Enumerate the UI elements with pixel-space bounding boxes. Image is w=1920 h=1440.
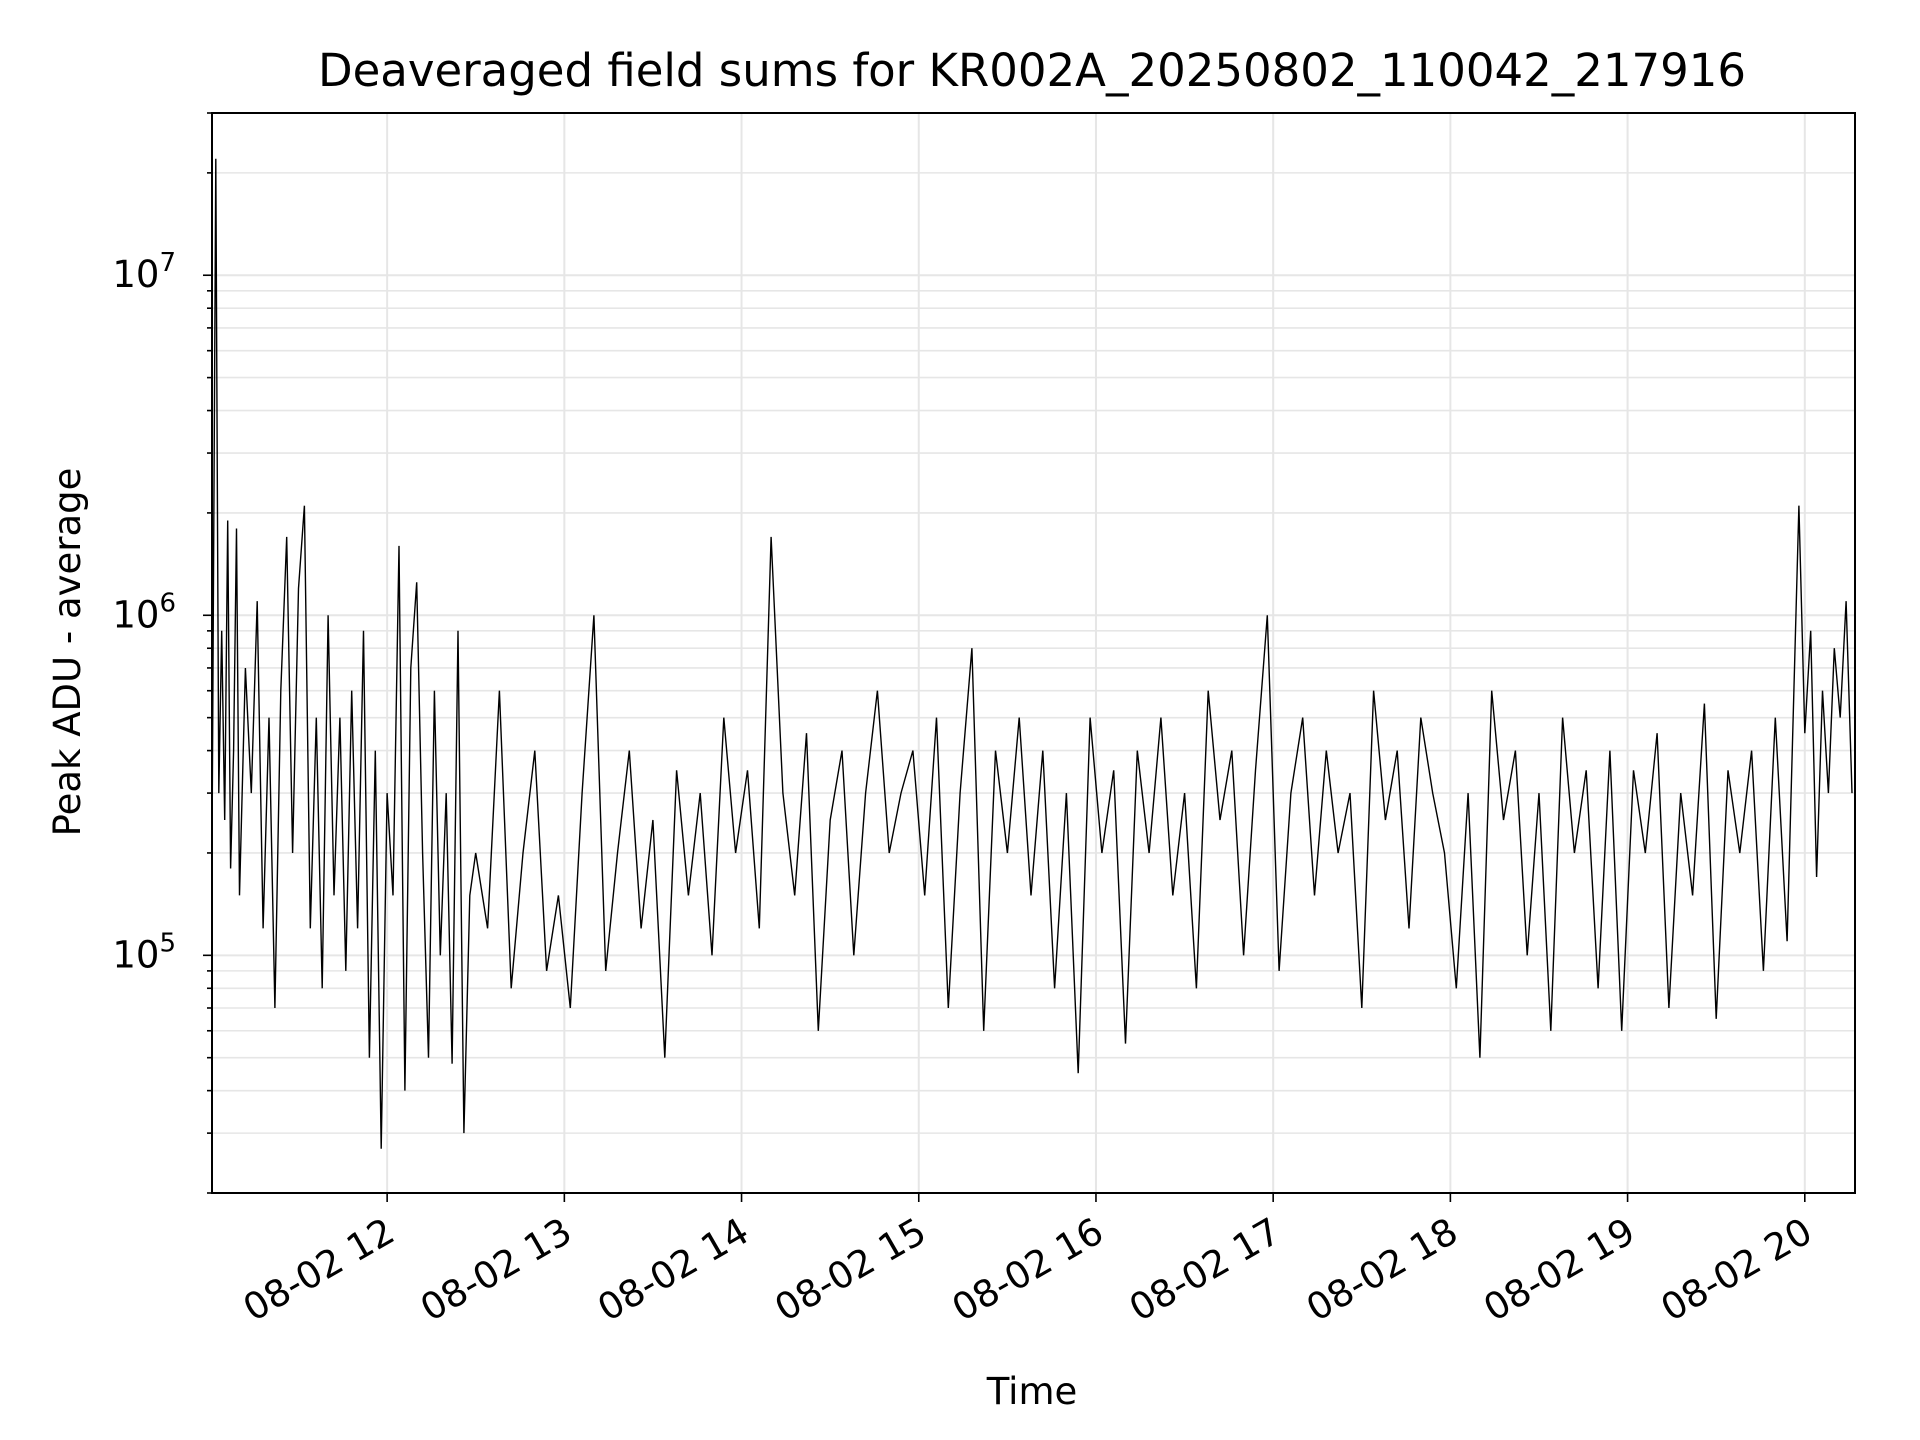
plot-frame (211, 112, 1856, 1194)
series-layer (211, 158, 1853, 1149)
y-axis-label: Peak ADU - average (46, 468, 89, 837)
y-tick-label: 107 (112, 248, 176, 296)
y-tick-label: 105 (112, 928, 176, 976)
series-line (211, 158, 1853, 1149)
grid (212, 112, 1855, 1194)
x-axis-label: Time (986, 1370, 1078, 1413)
chart-title: Deaveraged field sums for KR002A_2025080… (318, 44, 1746, 97)
y-tick-label: 106 (112, 588, 176, 636)
y-axis: 105 106 107 (112, 112, 212, 1194)
